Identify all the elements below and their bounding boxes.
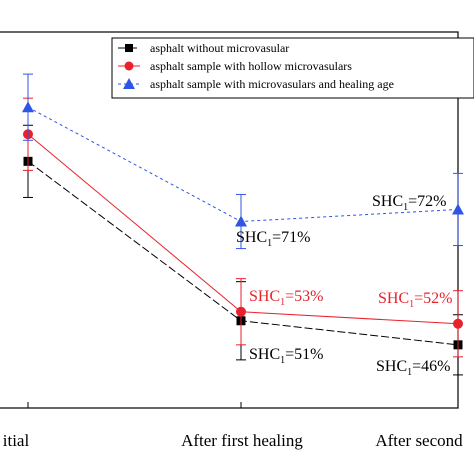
shc-annotation: SHC1=46% [376, 358, 450, 378]
shc-annotation: SHC1=71% [236, 229, 310, 249]
series-2 [22, 73, 464, 250]
legend-item: asphalt without microvasular [118, 41, 289, 55]
shc-annotation: SHC1=52% [378, 290, 452, 310]
legend-marker [123, 78, 135, 89]
shc-annotation: SHC1=51% [249, 346, 323, 366]
legend-label: asphalt sample with hollow microvasulars [150, 59, 352, 73]
legend-marker [124, 61, 134, 71]
data-point-circle [236, 306, 246, 317]
data-point-triangle [452, 203, 464, 215]
x-tick-label: After second [375, 431, 463, 450]
x-axis-ticks: itial After first healing After second [3, 431, 463, 450]
data-point-triangle [235, 215, 247, 227]
legend-box [111, 37, 474, 99]
x-tick-label: itial [3, 431, 30, 450]
shc-annotation: SHC1=53% [249, 288, 323, 308]
annotation-layer: SHC1=71% SHC1=72% SHC1=53% SHC1=52% SHC1=51%… [236, 193, 452, 378]
series-0 [23, 124, 463, 376]
legend-label: asphalt sample with microvasulars and he… [150, 77, 394, 91]
legend: asphalt without microvasular asphalt samp… [111, 37, 474, 99]
data-point-circle [453, 318, 463, 329]
legend-item: asphalt sample with hollow microvasulars [118, 59, 352, 73]
series-layer [22, 73, 464, 376]
x-tick-label: After first healing [181, 431, 303, 450]
legend-marker [125, 44, 133, 52]
data-point-triangle [22, 101, 34, 113]
legend-item: asphalt sample with microvasulars and he… [118, 77, 394, 91]
shc-annotation: SHC1=72% [372, 193, 446, 213]
legend-label: asphalt without microvasular [150, 41, 289, 55]
